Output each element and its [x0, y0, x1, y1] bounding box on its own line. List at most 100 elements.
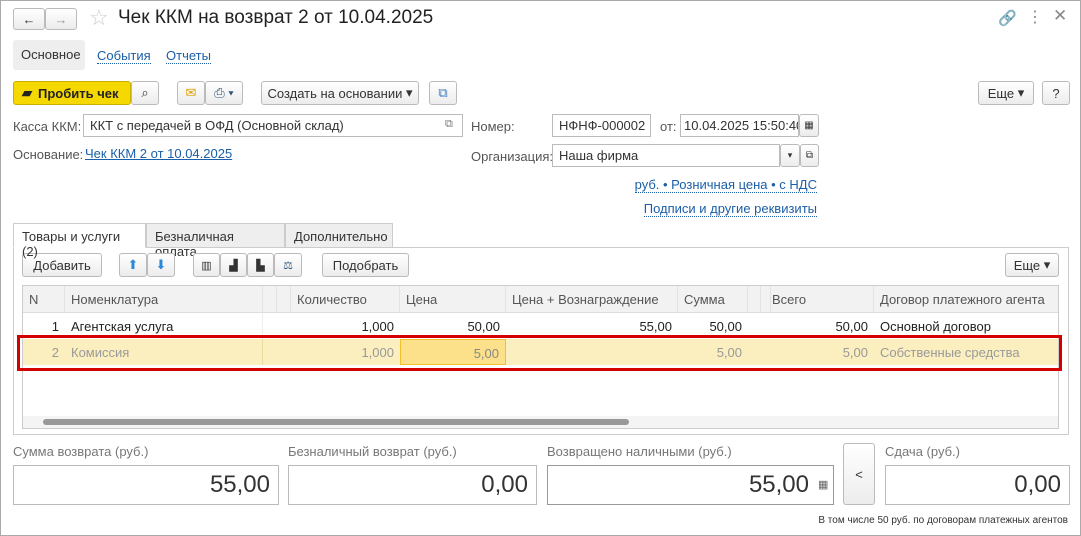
tab-main[interactable]: Основное [13, 40, 85, 70]
cell-price-active[interactable]: 5,00 [400, 339, 506, 365]
favorite-star-icon[interactable]: ☆ [89, 5, 109, 30]
pick-button[interactable]: Подобрать [322, 253, 409, 277]
scanner-out-icon: ▙ [256, 259, 265, 272]
table-row[interactable]: 1 Агентская услуга 1,000 50,00 55,00 50,… [23, 313, 1058, 339]
structure-icon: ⧉ [438, 85, 448, 100]
col-n[interactable]: N [23, 286, 65, 312]
table-row-selected[interactable]: 2 Комиссия 1,000 5,00 5,00 5,00 Собствен… [23, 339, 1058, 365]
org-label: Организация: [471, 149, 554, 164]
create-based-button[interactable]: Создать на основании ▾ [261, 81, 419, 105]
more-button[interactable]: Еще ▾ [978, 81, 1034, 105]
less-button[interactable]: < [843, 443, 875, 505]
table-header: N Номенклатура Количество Цена Цена + Во… [23, 286, 1058, 313]
print-check-button[interactable]: ▰ Пробить чек [13, 81, 131, 105]
cell-contract: Основной договор [880, 319, 991, 334]
calendar-button[interactable]: ▦ [799, 114, 819, 137]
arrow-up-icon: ⬆ [127, 257, 139, 272]
cell-sum: 50,00 [709, 319, 742, 334]
return-sum-label: Сумма возврата (руб.) [13, 444, 149, 459]
org-dropdown-button[interactable]: ▾ [780, 144, 800, 167]
cell-total: 5,00 [842, 345, 868, 360]
col-price-fee[interactable]: Цена + Вознаграждение [506, 286, 678, 312]
agent-note: В том числе 50 руб. по договорам платежн… [818, 515, 1068, 526]
kassa-label: Касса ККМ: [13, 119, 82, 134]
nomer-field[interactable]: НФНФ-000002 [552, 114, 651, 137]
highlight-box [17, 335, 1062, 371]
cell-n: 2 [51, 345, 59, 360]
move-down-button[interactable]: ⬇ [147, 253, 175, 277]
tsd-load-button[interactable]: ▟ [220, 253, 247, 277]
tab-reports[interactable]: Отчеты [166, 48, 211, 64]
window-title: Чек ККМ на возврат 2 от 10.04.2025 [118, 7, 434, 28]
magnifier-icon: ⌕ [141, 85, 149, 100]
change-field: 0,00 [885, 465, 1070, 505]
scrollbar-thumb[interactable] [43, 419, 629, 425]
cell-sum: 5,00 [716, 345, 742, 360]
tab-events[interactable]: События [97, 48, 151, 64]
close-icon[interactable]: ✕ [1053, 6, 1068, 25]
cell-qty: 1,000 [361, 319, 394, 334]
barcode-icon: ▥ [201, 259, 212, 272]
barcode-search-button[interactable]: ▥ [193, 253, 220, 277]
scales-button[interactable]: ⚖ [274, 253, 302, 277]
cell-qty: 1,000 [361, 345, 394, 360]
tab-additional[interactable]: Дополнительно [285, 223, 393, 248]
kassa-field[interactable]: ККТ с передачей в ОФД (Основной склад) [83, 114, 463, 137]
more-menu-icon[interactable]: ⋮ [1027, 9, 1043, 26]
col-spacer [277, 286, 291, 312]
print-button[interactable]: ⎙ ▾ [205, 81, 243, 105]
cash-register-icon: ▰ [22, 85, 32, 100]
envelope-icon: ✉ [185, 85, 197, 100]
col-qty[interactable]: Количество [291, 286, 400, 312]
tab-panel [13, 247, 1069, 435]
tsd-unload-button[interactable]: ▙ [247, 253, 274, 277]
link-icon[interactable]: 🔗 [998, 10, 1017, 27]
col-sum[interactable]: Сумма [678, 286, 748, 312]
help-button[interactable]: ? [1042, 81, 1070, 105]
col-spacer [263, 286, 277, 312]
tab-cashless[interactable]: Безналичная оплата [146, 223, 285, 259]
cell-item: Агентская услуга [65, 313, 263, 339]
col-item[interactable]: Номенклатура [65, 286, 263, 312]
stamp-icon: ⚖ [283, 259, 293, 272]
signatures-link[interactable]: Подписи и другие реквизиты [643, 201, 817, 217]
structure-button[interactable]: ⧉ [429, 81, 457, 105]
return-sum-field: 55,00 [13, 465, 279, 505]
col-contract[interactable]: Договор платежного агента [880, 292, 1045, 307]
scanner-in-icon: ▟ [229, 259, 238, 272]
col-total[interactable]: Всего [766, 286, 874, 312]
cashless-label: Безналичный возврат (руб.) [288, 444, 457, 459]
cell-price: 50,00 [467, 319, 500, 334]
cell-item: Комиссия [65, 339, 263, 365]
col-price[interactable]: Цена [400, 286, 506, 312]
forward-button[interactable]: → [45, 8, 77, 30]
org-open-button[interactable]: ⧉ [800, 144, 819, 167]
goods-table: N Номенклатура Количество Цена Цена + Во… [22, 285, 1059, 429]
price-settings-link[interactable]: руб. • Розничная цена • с НДС [634, 177, 817, 193]
org-field[interactable]: Наша фирма [552, 144, 780, 167]
change-label: Сдача (руб.) [885, 444, 960, 459]
cell-total: 50,00 [835, 319, 868, 334]
calendar-icon: ▦ [804, 120, 814, 131]
cashless-field: 0,00 [288, 465, 537, 505]
table-more-button[interactable]: Еще ▾ [1005, 253, 1059, 277]
cash-label: Возвращено наличными (руб.) [547, 444, 732, 459]
nomer-label: Номер: [471, 119, 515, 134]
horizontal-scrollbar[interactable] [23, 416, 1058, 428]
move-up-button[interactable]: ⬆ [119, 253, 147, 277]
email-button[interactable]: ✉ [177, 81, 205, 105]
tab-goods[interactable]: Товары и услуги (2) [13, 223, 146, 259]
preview-button[interactable]: ⌕ [131, 81, 159, 105]
cash-field[interactable]: 55,00 [547, 465, 834, 505]
open-icon[interactable]: ⧉ [445, 118, 453, 130]
date-label: от: [660, 119, 677, 134]
date-field[interactable]: 10.04.2025 15:50:40 [680, 114, 799, 137]
back-button[interactable]: ← [13, 8, 45, 30]
cell-n: 1 [51, 319, 59, 334]
add-button[interactable]: Добавить [22, 253, 102, 277]
osnovanie-link[interactable]: Чек ККМ 2 от 10.04.2025 [85, 146, 233, 161]
printer-icon: ⎙ ▾ [214, 85, 234, 100]
calculator-icon[interactable]: ▦ [818, 479, 829, 491]
col-spacer [758, 286, 771, 312]
col-spacer [748, 286, 761, 312]
